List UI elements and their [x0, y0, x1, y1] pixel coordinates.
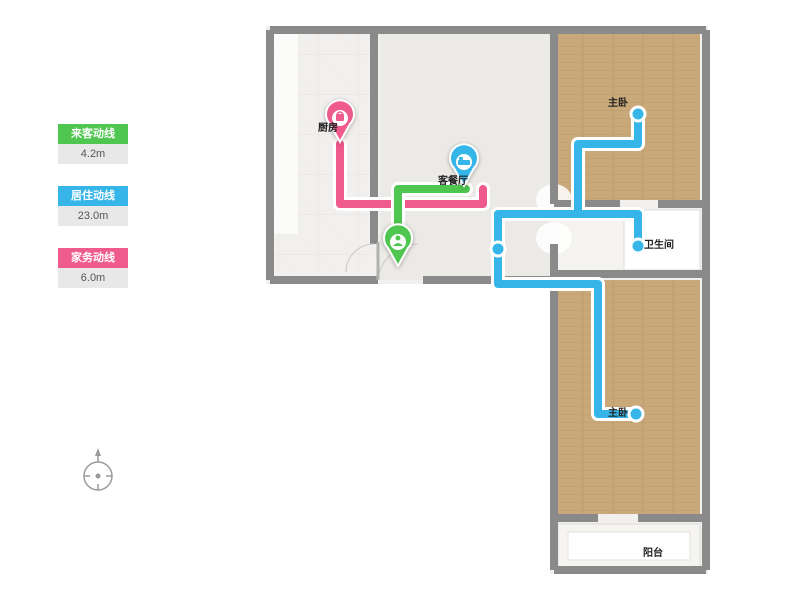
- legend-item-guest: 来客动线 4.2m: [58, 124, 138, 164]
- legend: 来客动线 4.2m 居住动线 23.0m 家务动线 6.0m: [58, 124, 138, 310]
- label-living: 客餐厅: [437, 174, 468, 187]
- balcony-inner: [568, 532, 690, 560]
- dot-bed2: [629, 407, 643, 421]
- label-bedroom1: 主卧: [608, 96, 628, 109]
- floorplan: 厨房 客餐厅 主卧 卫生间 主卧 阳台: [238, 14, 748, 586]
- room-bedroom2: [558, 280, 700, 514]
- compass-icon: [78, 448, 118, 501]
- legend-guest-label: 来客动线: [58, 124, 128, 144]
- label-balcony: 阳台: [643, 546, 663, 559]
- legend-chore-label: 家务动线: [58, 248, 128, 268]
- label-kitchen: 厨房: [318, 121, 338, 134]
- legend-item-chore: 家务动线 6.0m: [58, 248, 138, 288]
- kitchen-counter: [274, 34, 298, 234]
- legend-living-label: 居住动线: [58, 186, 128, 206]
- legend-living-value: 23.0m: [58, 206, 128, 226]
- legend-chore-value: 6.0m: [58, 268, 128, 288]
- legend-item-living: 居住动线 23.0m: [58, 186, 138, 226]
- label-bathroom: 卫生间: [644, 238, 674, 251]
- label-bedroom2: 主卧: [608, 406, 628, 419]
- dot-living-end: [491, 242, 505, 256]
- floorplan-svg: 厨房 客餐厅 主卧 卫生间 主卧 阳台: [238, 14, 748, 586]
- legend-guest-value: 4.2m: [58, 144, 128, 164]
- dot-bed1: [631, 107, 645, 121]
- dot-bath: [631, 239, 645, 253]
